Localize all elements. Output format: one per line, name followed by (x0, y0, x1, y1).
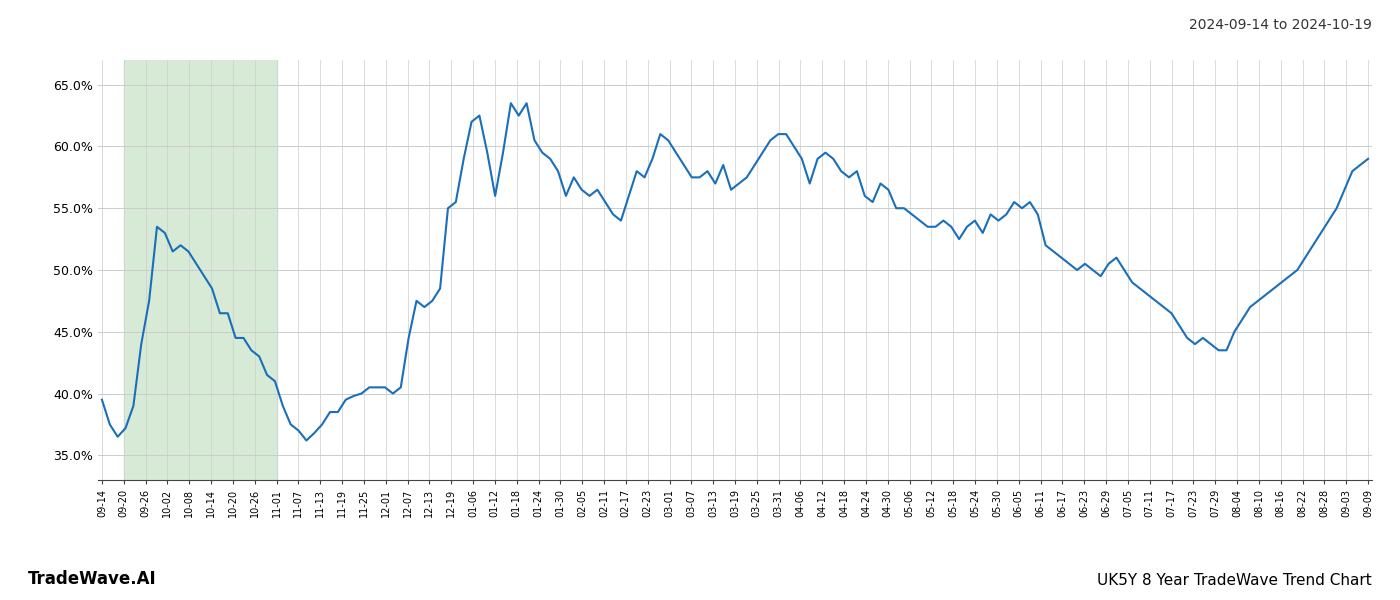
Text: 2024-09-14 to 2024-10-19: 2024-09-14 to 2024-10-19 (1189, 18, 1372, 32)
Text: TradeWave.AI: TradeWave.AI (28, 570, 157, 588)
Bar (123, 60, 277, 480)
Text: UK5Y 8 Year TradeWave Trend Chart: UK5Y 8 Year TradeWave Trend Chart (1098, 573, 1372, 588)
